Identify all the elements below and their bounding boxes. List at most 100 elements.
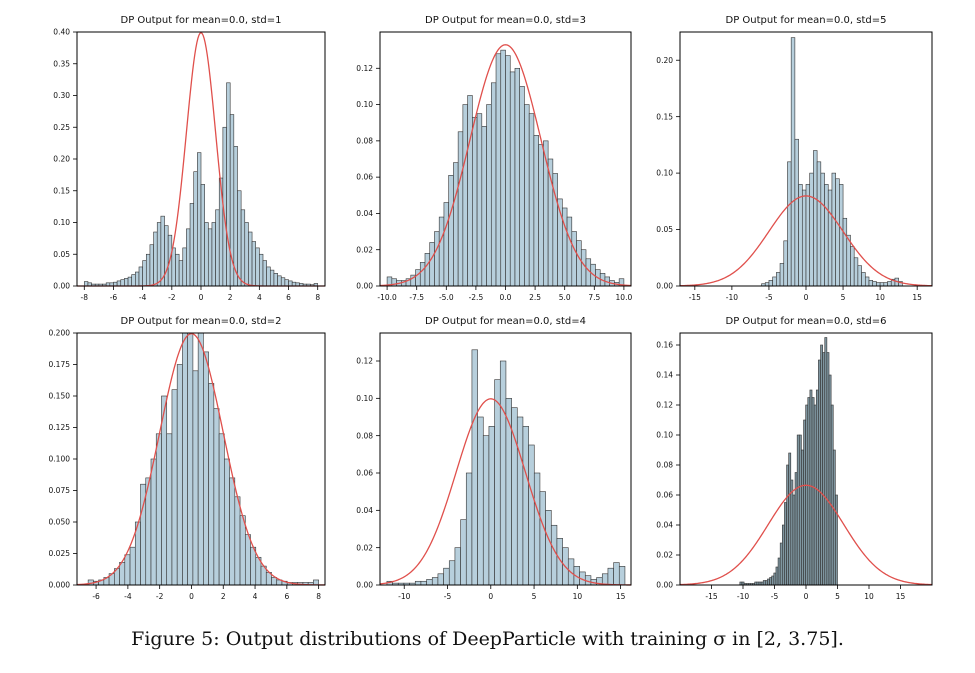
y-tick-label: 0.30 xyxy=(53,91,70,100)
histogram-bar xyxy=(288,280,293,287)
histogram-bar xyxy=(482,435,490,586)
histogram-bar xyxy=(476,113,483,287)
histogram-bar xyxy=(135,271,140,287)
histogram-bar xyxy=(488,426,495,586)
x-tick-label: 6 xyxy=(284,592,289,601)
histogram-bar xyxy=(434,231,440,287)
histogram-bar xyxy=(815,389,819,586)
histogram-bar xyxy=(462,104,468,287)
histogram-bar xyxy=(827,189,833,287)
histogram-bar xyxy=(211,222,216,287)
x-tick-label: -5.0 xyxy=(439,293,454,302)
y-tick-label: 0.10 xyxy=(356,394,373,403)
histogram-bar xyxy=(872,281,877,287)
histogram-bar xyxy=(818,359,821,586)
y-tick-label: 0.100 xyxy=(49,455,71,464)
histogram-bar xyxy=(769,577,772,586)
histogram-bar xyxy=(129,546,136,586)
histogram-bar xyxy=(801,449,804,586)
histogram-bar xyxy=(119,562,126,586)
x-tick-label: -4 xyxy=(124,592,132,601)
chart-panel-4: DP Output for mean=0.0, std=2 -6 -4 -2 0 2 4 6 8… xyxy=(49,316,326,601)
histogram-bar xyxy=(798,184,803,287)
histogram-bar xyxy=(415,269,421,287)
histogram-bar xyxy=(524,104,530,287)
histogram-bar xyxy=(835,178,840,287)
y-tick-label: 0.15 xyxy=(656,112,673,121)
histogram-bar xyxy=(269,269,275,287)
histogram-bar xyxy=(787,161,792,287)
histogram-bar xyxy=(607,567,614,586)
histogram-bar xyxy=(533,135,539,287)
y-tick-label: 0.12 xyxy=(356,64,373,73)
histogram-bar xyxy=(786,464,789,586)
histogram-bar xyxy=(495,53,502,287)
x-tick-label: 6 xyxy=(286,293,291,302)
histogram-bar xyxy=(566,216,573,287)
histogram-bar xyxy=(182,332,188,586)
histogram-bar xyxy=(824,184,829,287)
x-tick-label: -7.5 xyxy=(409,293,424,302)
x-tick-label: 0 xyxy=(488,592,493,601)
histogram-bar xyxy=(550,524,558,586)
chart-title: DP Output for mean=0.0, std=4 xyxy=(425,316,586,327)
histogram-bar xyxy=(471,349,478,586)
histogram-bar xyxy=(178,260,184,287)
histogram-bar xyxy=(284,279,289,287)
histogram-bar xyxy=(251,241,257,287)
histogram-bar xyxy=(164,225,169,287)
histogram-bar xyxy=(543,140,549,287)
histogram-bar xyxy=(234,496,241,586)
y-tick-label: 0.050 xyxy=(49,518,71,527)
histogram-bar xyxy=(189,203,195,287)
histogram-bar xyxy=(776,272,781,287)
x-tick-label: -5 xyxy=(771,592,779,601)
y-tick-label: 0.04 xyxy=(356,209,373,218)
histogram-bar xyxy=(580,249,587,287)
histogram-bar xyxy=(842,217,848,287)
histogram-bar xyxy=(490,82,497,287)
x-tick-label: -6 xyxy=(110,293,118,302)
chart-panel-5: DP Output for mean=0.0, std=4 -10 -5 0 5 10 15… xyxy=(356,316,632,601)
histogram-bar xyxy=(153,231,158,287)
x-tick-label: -10.0 xyxy=(377,293,397,302)
x-tick-label: 7.5 xyxy=(588,293,600,302)
y-tick-label: 0.175 xyxy=(49,360,71,369)
x-tick-label: 5 xyxy=(532,592,537,601)
histogram-bar xyxy=(499,360,507,586)
histogram-bar xyxy=(571,231,577,287)
histogram-bar xyxy=(250,546,257,586)
y-tick-label: 0.075 xyxy=(49,486,71,495)
y-tick-label: 0.02 xyxy=(356,245,373,254)
histogram-bar xyxy=(783,240,788,287)
histogram-bar xyxy=(809,389,813,586)
x-tick-label: -10 xyxy=(726,293,738,302)
x-tick-label: -4 xyxy=(139,293,147,302)
histogram-bar xyxy=(426,579,433,586)
histogram-bar xyxy=(166,433,173,586)
histogram-bar xyxy=(807,397,811,586)
y-tick-label: 0.05 xyxy=(656,225,673,234)
y-tick-label: 0.08 xyxy=(656,461,673,470)
histogram-bar xyxy=(790,37,796,287)
x-tick-label: 10 xyxy=(875,293,885,302)
histogram-bar xyxy=(197,152,202,287)
histogram-bar xyxy=(429,242,435,287)
histogram-bar xyxy=(767,578,770,586)
x-tick-label: 8 xyxy=(316,592,321,601)
histogram-bar xyxy=(779,542,783,586)
histogram-bar xyxy=(539,491,546,586)
histogram-bar xyxy=(127,276,133,287)
histogram-bar xyxy=(83,281,89,287)
histogram-bar xyxy=(601,573,609,586)
y-tick-label: 0.02 xyxy=(356,543,373,552)
histogram-bar xyxy=(794,138,799,287)
histogram-bar xyxy=(861,272,866,287)
histogram-bar xyxy=(186,228,191,287)
histogram-bar xyxy=(266,266,271,287)
histogram-bar xyxy=(120,279,125,287)
histogram-bar xyxy=(437,573,444,586)
histogram-bar xyxy=(850,246,855,287)
x-tick-label: 0 xyxy=(189,592,194,601)
histogram-bar xyxy=(155,433,162,586)
